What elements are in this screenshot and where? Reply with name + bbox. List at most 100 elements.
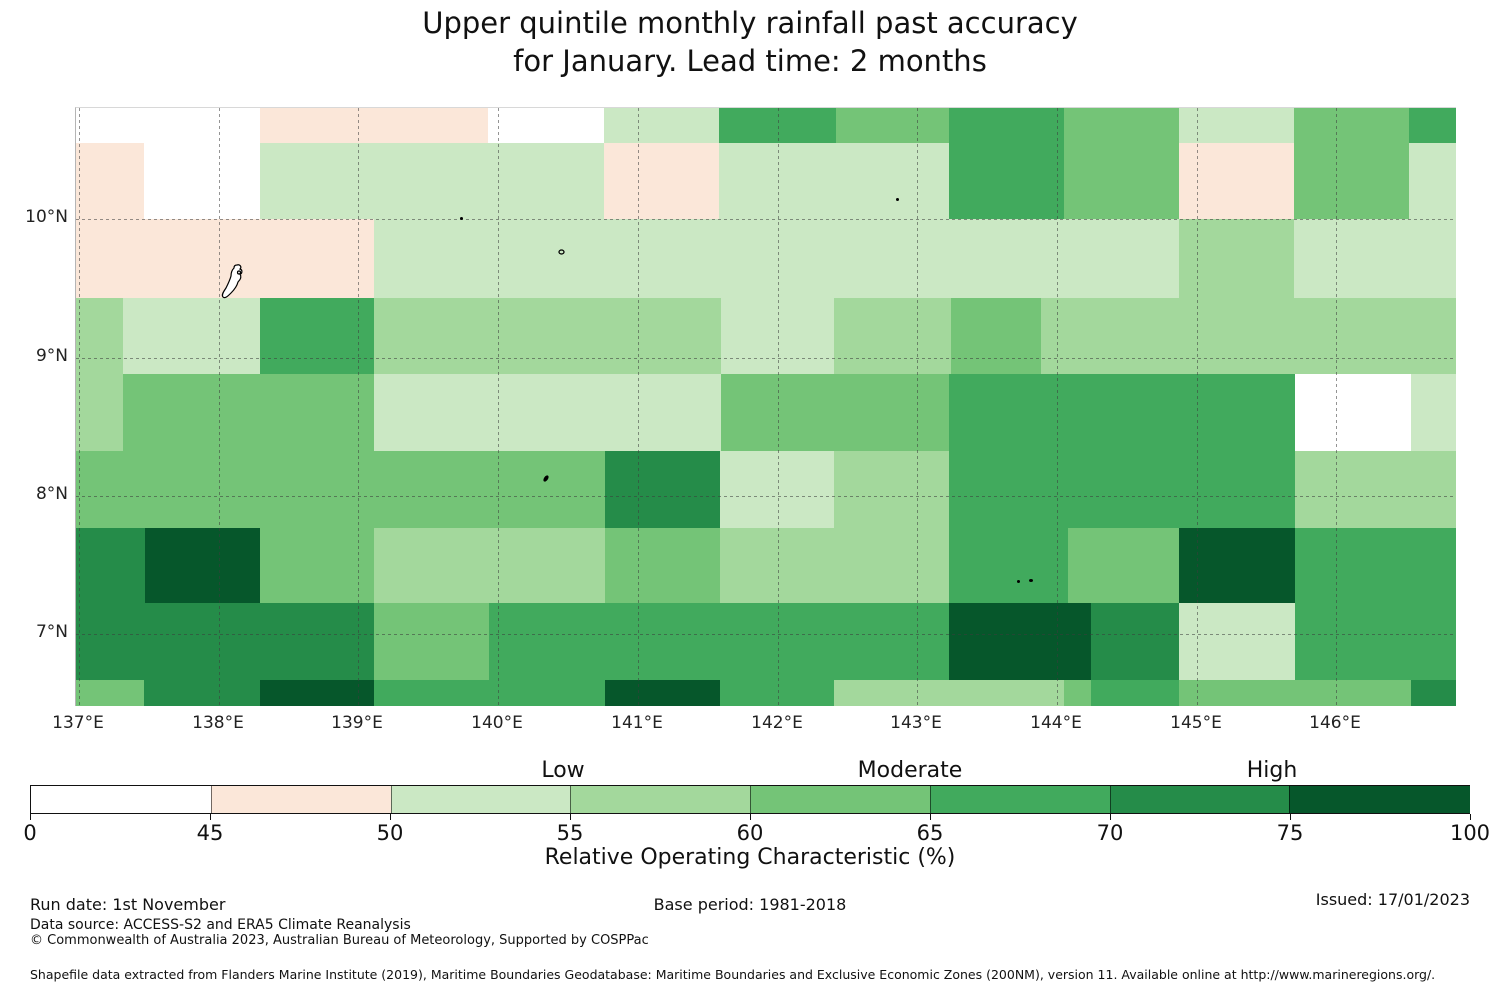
heatmap-cell: [720, 680, 834, 706]
colorbar-tick: [30, 814, 31, 820]
heatmap-cell: [836, 108, 949, 143]
colorbar-tick-label: 65: [916, 821, 944, 845]
colorbar-tick: [1470, 814, 1471, 820]
x-tick-label: 141°E: [611, 713, 663, 733]
colorbar-tick: [570, 814, 571, 820]
heatmap-cell: [76, 374, 123, 451]
heatmap-cell: [76, 680, 144, 706]
x-tick-label: 145°E: [1170, 713, 1222, 733]
heatmap-cell: [489, 603, 949, 680]
footer-run-date: Run date: 1st November: [30, 895, 226, 914]
heatmap-cell: [488, 108, 604, 143]
x-tick-label: 140°E: [471, 713, 523, 733]
x-tick-label: 144°E: [1030, 713, 1082, 733]
heatmap-cell: [76, 298, 123, 374]
chart-title-line1: Upper quintile monthly rainfall past acc…: [422, 6, 1078, 40]
heatmap-cell: [1064, 680, 1091, 706]
heatmap-cell: [1295, 603, 1456, 680]
colorbar-segment-70-75: [1109, 786, 1291, 813]
colorbar-axis-label: Relative Operating Characteristic (%): [544, 845, 956, 870]
colorbar-tick-label: 75: [1276, 821, 1304, 845]
heatmap-cell: [76, 108, 260, 143]
colorbar-tick: [1110, 814, 1111, 820]
heatmap-cell: [374, 680, 605, 706]
heatmap-cell: [949, 143, 1064, 219]
heatmap-cell: [123, 374, 374, 451]
heatmap-cell: [260, 143, 604, 219]
y-tick-label: 7°N: [35, 622, 68, 642]
heatmap-cell: [76, 603, 374, 680]
heatmap-cell: [719, 108, 836, 143]
heatmap-cell: [76, 528, 145, 603]
colorbar-tick: [210, 814, 211, 820]
colorbar-tick: [750, 814, 751, 820]
heatmap-cell: [1064, 143, 1179, 219]
x-tick-label: 138°E: [192, 713, 244, 733]
heatmap-cell: [76, 143, 144, 219]
colorbar-segment-65-70: [929, 786, 1111, 813]
colorbar-tick-label: 100: [1449, 821, 1491, 845]
heatmap-cell: [834, 298, 951, 374]
heatmap-cell: [949, 603, 1091, 680]
y-tick-label: 9°N: [35, 346, 68, 366]
heatmap-cell: [834, 451, 949, 528]
heatmap-cell: [1179, 680, 1411, 706]
heatmap-cell: [834, 680, 1064, 706]
heatmap-cell: [374, 528, 605, 603]
heatmap-cell: [721, 374, 949, 451]
heatmap-cell: [1041, 298, 1456, 374]
heatmap-cell: [123, 298, 260, 374]
heatmap-cell: [1295, 528, 1456, 603]
footer-shapefile-note: Shapefile data extracted from Flanders M…: [30, 967, 1436, 982]
colorbar-segment-45-50: [210, 786, 392, 813]
heatmap-cell: [260, 298, 374, 374]
heatmap-cell: [1411, 374, 1456, 451]
heatmap-cell: [374, 219, 1179, 298]
footer-issued: Issued: 17/01/2023: [1315, 890, 1470, 909]
heatmap-cell: [1091, 680, 1179, 706]
heatmap-cell: [260, 680, 374, 706]
heatmap-cell: [260, 528, 374, 603]
heatmap-cell: [604, 108, 719, 143]
heatmap-cell: [260, 108, 488, 143]
heatmap-cell: [76, 451, 605, 528]
heatmap-cell: [374, 603, 489, 680]
colorbar-region-label: Moderate: [857, 758, 963, 783]
heatmap-cell: [1295, 451, 1456, 528]
heatmap-cell: [1068, 528, 1179, 603]
x-tick-label: 137°E: [52, 713, 104, 733]
heatmap-cell: [1411, 680, 1456, 706]
x-tick-label: 143°E: [890, 713, 942, 733]
heatmap-cell: [1064, 108, 1179, 143]
colorbar: [30, 785, 1470, 814]
heatmap-cell: [605, 451, 720, 528]
footer-copyright: © Commonwealth of Australia 2023, Austra…: [30, 933, 649, 948]
chart-title-line2: for January. Lead time: 2 months: [513, 44, 987, 78]
heatmap-cell: [949, 108, 1064, 143]
colorbar-segment-60-65: [750, 786, 931, 813]
colorbar-tick: [930, 814, 931, 820]
colorbar-tick-label: 0: [23, 821, 37, 845]
heatmap-cell: [949, 528, 1068, 603]
x-tick-label: 139°E: [331, 713, 383, 733]
heatmap-cell: [720, 451, 834, 528]
heatmap-cell: [1294, 219, 1456, 298]
heatmap-cell: [1179, 143, 1294, 219]
colorbar-tick-label: 45: [196, 821, 224, 845]
heatmap-cell: [1091, 603, 1179, 680]
colorbar-segment-55-60: [570, 786, 751, 813]
heatmap-cell: [145, 528, 260, 603]
heatmap-cell: [1409, 143, 1456, 219]
heatmap-cell: [949, 374, 1295, 451]
heatmap-cell: [1179, 528, 1295, 603]
heatmap-cell: [720, 528, 949, 603]
colorbar-tick: [1290, 814, 1291, 820]
x-tick-label: 146°E: [1309, 713, 1361, 733]
x-tick-label: 142°E: [751, 713, 803, 733]
heatmap-cell: [144, 143, 260, 219]
heatmap-cell: [719, 143, 949, 219]
heatmap-cell: [1294, 108, 1409, 143]
heatmap-cell: [76, 219, 374, 298]
y-tick-label: 8°N: [35, 484, 68, 504]
